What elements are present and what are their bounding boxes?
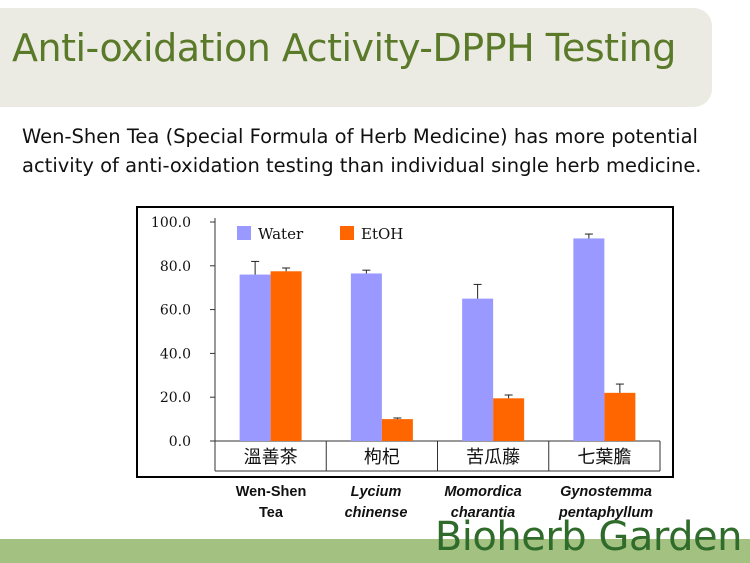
- category-label: 苦瓜藤: [466, 447, 520, 468]
- category-label: 溫善茶: [244, 447, 298, 468]
- y-tick-label: 40.0: [160, 346, 191, 362]
- bar-etoh: [604, 392, 636, 441]
- species-label-lycium-chinense: Lycium chinense: [306, 482, 446, 524]
- slide-title: Anti-oxidation Activity-DPPH Testing: [12, 26, 676, 70]
- title-bar: [0, 8, 712, 107]
- y-tick-label: 0.0: [169, 434, 191, 450]
- slide-subtitle: Wen-Shen Tea (Special Formula of Herb Me…: [22, 125, 702, 177]
- footer-bar: [0, 539, 750, 563]
- category-label: 七葉膽: [577, 447, 631, 468]
- y-tick-label: 80.0: [160, 259, 191, 275]
- legend-label-water: Water: [258, 225, 304, 243]
- species-line2: pentaphyllum: [558, 505, 654, 521]
- bar-water: [239, 274, 271, 441]
- y-tick-label: 60.0: [160, 303, 191, 319]
- species-label-momordica-charantia: Momordica charantia: [413, 482, 553, 524]
- species-line1: Momordica: [444, 484, 522, 500]
- bar-water: [462, 298, 494, 441]
- category-label: 枸杞: [364, 447, 400, 468]
- legend-swatch-etoh: [340, 226, 354, 240]
- legend-label-etoh: EtOH: [361, 225, 403, 243]
- bar-etoh: [493, 398, 525, 441]
- bar-etoh: [381, 419, 413, 441]
- chart-frame: 0.0 20.0 40.0 60.0 80.0 100.0 溫善茶 枸杞 苦瓜藤 七葉膽 Water…: [136, 206, 674, 478]
- legend-swatch-water: [237, 226, 251, 240]
- bar-water: [350, 273, 382, 441]
- y-tick-label: 100.0: [151, 215, 191, 231]
- bar-chart: 0.0 20.0 40.0 60.0 80.0 100.0 溫善茶 枸杞 苦瓜藤 七葉膽 Water…: [151, 215, 661, 472]
- species-line1: Gynostemma: [560, 484, 652, 500]
- species-line1: Wen-Shen: [235, 484, 307, 500]
- bar-water: [573, 238, 605, 441]
- species-label-wen-shen-tea: Wen-Shen Tea: [201, 482, 341, 524]
- species-line2: chinense: [344, 505, 408, 521]
- species-line2: Tea: [259, 505, 283, 521]
- species-line2: charantia: [450, 505, 516, 521]
- bar-etoh: [270, 271, 302, 441]
- brand-name: Bioherb Garden: [434, 514, 743, 560]
- species-label-gynostemma-pentaphyllum: Gynostemma pentaphyllum: [536, 482, 676, 524]
- species-line1: Lycium: [350, 484, 402, 500]
- y-tick-label: 20.0: [160, 390, 191, 406]
